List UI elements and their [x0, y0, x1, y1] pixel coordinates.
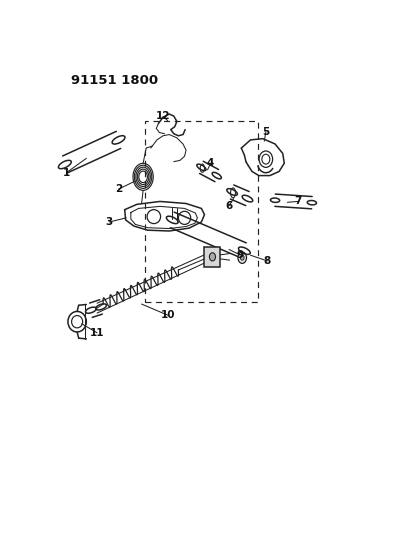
Text: 1: 1: [63, 168, 70, 177]
Text: 4: 4: [207, 158, 214, 168]
Text: 6: 6: [225, 200, 233, 211]
Text: 12: 12: [156, 111, 170, 122]
Text: 2: 2: [115, 184, 122, 194]
Ellipse shape: [209, 253, 215, 261]
Ellipse shape: [240, 255, 244, 260]
Text: 11: 11: [90, 328, 104, 338]
Text: 91151 1800: 91151 1800: [71, 74, 158, 87]
Text: 9: 9: [236, 250, 243, 260]
Text: 3: 3: [106, 217, 113, 227]
Ellipse shape: [238, 252, 247, 263]
Bar: [145, 122, 258, 302]
Bar: [204, 247, 221, 267]
Text: 10: 10: [160, 310, 175, 320]
Text: 8: 8: [264, 256, 271, 266]
Text: 5: 5: [262, 127, 270, 136]
Text: 7: 7: [294, 197, 302, 206]
